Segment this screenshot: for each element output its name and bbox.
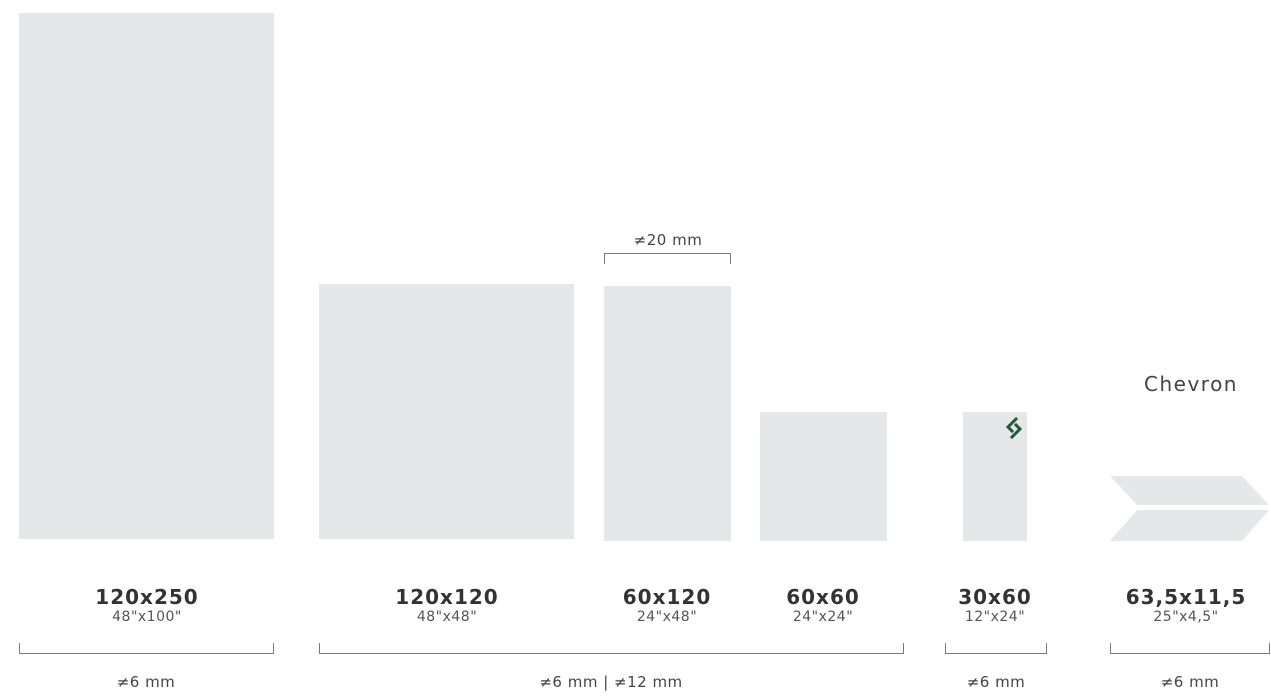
joint-label-2: ≠6 mm | ≠12 mm xyxy=(539,673,683,691)
joint-label-1: ≠6 mm xyxy=(116,673,176,691)
joint-label-4: ≠6 mm xyxy=(1160,673,1220,691)
size-inches: 24"x24" xyxy=(792,609,854,625)
size-metric: 63,5x11,5 xyxy=(1125,585,1247,609)
joint-label-3: ≠6 mm xyxy=(966,673,1026,691)
chevron-title: Chevron xyxy=(1144,372,1238,396)
size-metric: 60x120 xyxy=(622,585,712,609)
size-label-120x250: 120x250 48"x100" xyxy=(95,586,198,626)
thickness-bracket xyxy=(604,253,731,264)
size-metric: 120x120 xyxy=(395,585,499,609)
size-metric: 60x60 xyxy=(786,585,860,609)
tile-120x250 xyxy=(19,13,274,539)
tile-120x120 xyxy=(319,284,574,539)
size-inches: 12"x24" xyxy=(964,609,1026,625)
joint-bracket-2 xyxy=(319,643,904,654)
chevron-tile-icon xyxy=(1110,476,1269,541)
size-metric: 120x250 xyxy=(95,585,199,609)
size-label-30x60: 30x60 12"x24" xyxy=(958,586,1032,626)
size-metric: 30x60 xyxy=(958,585,1032,609)
tile-60x60 xyxy=(760,412,887,541)
thickness-label: ≠20 mm xyxy=(633,231,703,249)
size-label-120x120: 120x120 48"x48" xyxy=(395,586,498,626)
size-label-60x60: 60x60 24"x24" xyxy=(786,586,860,626)
joint-bracket-4 xyxy=(1110,643,1270,654)
size-inches: 24"x48" xyxy=(636,609,698,625)
tile-60x120 xyxy=(604,286,731,541)
joint-bracket-1 xyxy=(19,643,274,654)
brand-logo-icon xyxy=(1005,416,1023,440)
joint-bracket-3 xyxy=(945,643,1047,654)
size-inches: 48"x48" xyxy=(416,609,478,625)
size-inches: 48"x100" xyxy=(112,609,182,625)
size-label-60x120: 60x120 24"x48" xyxy=(623,586,711,626)
size-inches: 25"x4,5" xyxy=(1153,609,1219,625)
size-label-chevron: 63,5x11,5 25"x4,5" xyxy=(1126,586,1247,626)
